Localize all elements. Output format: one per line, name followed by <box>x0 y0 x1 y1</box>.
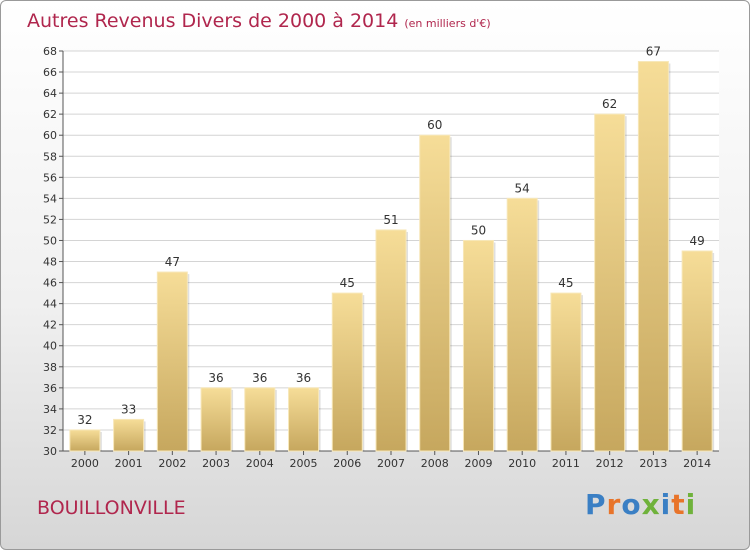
bar <box>419 134 451 452</box>
chart-title: Autres Revenus Divers de 2000 à 2014 (en … <box>27 10 491 32</box>
bar-value-label: 36 <box>296 371 311 385</box>
bar-value-label: 45 <box>340 276 355 290</box>
x-tick-label: 2002 <box>158 457 186 470</box>
bar <box>69 429 101 452</box>
bar-value-label: 54 <box>515 181 530 195</box>
y-tick-label: 38 <box>43 361 57 374</box>
y-tick-label: 42 <box>43 319 57 332</box>
bar <box>331 292 363 452</box>
x-tick-label: 2004 <box>246 457 274 470</box>
x-tick-label: 2009 <box>464 457 492 470</box>
y-tick-label: 46 <box>43 277 57 290</box>
bar <box>156 271 188 452</box>
y-tick-label: 62 <box>43 108 57 121</box>
bar <box>506 197 538 452</box>
x-tick-label: 2007 <box>377 457 405 470</box>
bar-value-label: 47 <box>165 255 180 269</box>
y-tick-label: 66 <box>43 66 57 79</box>
x-tick-label: 2012 <box>596 457 624 470</box>
x-tick-label: 2010 <box>508 457 536 470</box>
y-tick-label: 60 <box>43 129 57 142</box>
bar <box>288 387 320 452</box>
y-tick-label: 40 <box>43 340 57 353</box>
y-tick-label: 56 <box>43 171 57 184</box>
bar-value-label: 50 <box>471 223 486 237</box>
bar <box>550 292 582 452</box>
bar <box>594 113 626 452</box>
x-tick-label: 2005 <box>290 457 318 470</box>
x-tick-label: 2003 <box>202 457 230 470</box>
y-tick-label: 52 <box>43 213 57 226</box>
y-tick-label: 30 <box>43 445 57 458</box>
bar-value-label: 36 <box>208 371 223 385</box>
y-tick-label: 54 <box>43 192 57 205</box>
y-tick-label: 64 <box>43 87 57 100</box>
x-tick-label: 2006 <box>333 457 361 470</box>
bar-value-label: 33 <box>121 402 136 416</box>
y-tick-label: 68 <box>43 45 57 58</box>
bar-value-label: 36 <box>252 371 267 385</box>
y-tick-label: 34 <box>43 403 57 416</box>
logo-letter: x <box>641 488 661 521</box>
x-tick-label: 2000 <box>71 457 99 470</box>
bar-value-label: 62 <box>602 97 617 111</box>
logo-letter: i <box>685 488 697 521</box>
x-tick-label: 2013 <box>639 457 667 470</box>
x-tick-label: 2008 <box>421 457 449 470</box>
place-name: BOUILLONVILLE <box>37 497 186 519</box>
chart-subtitle: (en milliers d'€) <box>404 17 491 30</box>
bar-value-label: 60 <box>427 118 442 132</box>
bar <box>200 387 232 452</box>
bar <box>681 250 713 452</box>
y-tick-label: 32 <box>43 424 57 437</box>
x-tick-label: 2011 <box>552 457 580 470</box>
bar-value-label: 45 <box>558 276 573 290</box>
y-tick-label: 44 <box>43 298 57 311</box>
bar <box>637 61 669 452</box>
x-tick-label: 2001 <box>115 457 143 470</box>
proxiti-logo: Proxiti <box>585 488 696 521</box>
x-tick-label: 2014 <box>683 457 711 470</box>
bar <box>462 239 494 452</box>
bar-value-label: 51 <box>383 213 398 227</box>
y-tick-label: 36 <box>43 382 57 395</box>
bar-value-label: 49 <box>689 234 704 248</box>
logo-letter: i <box>660 488 672 521</box>
bar-value-label: 32 <box>77 413 92 427</box>
logo-letter: t <box>671 488 686 521</box>
bar <box>375 229 407 452</box>
y-tick-label: 50 <box>43 234 57 247</box>
y-tick-label: 48 <box>43 256 57 269</box>
logo-letter: o <box>621 488 642 521</box>
y-tick-label: 58 <box>43 150 57 163</box>
chart-title-text: Autres Revenus Divers de 2000 à 2014 <box>27 10 399 32</box>
bar-value-label: 67 <box>646 45 661 59</box>
logo-letter: r <box>606 488 622 521</box>
bar <box>244 387 276 452</box>
bar <box>113 418 145 452</box>
logo-letter: P <box>585 488 607 521</box>
